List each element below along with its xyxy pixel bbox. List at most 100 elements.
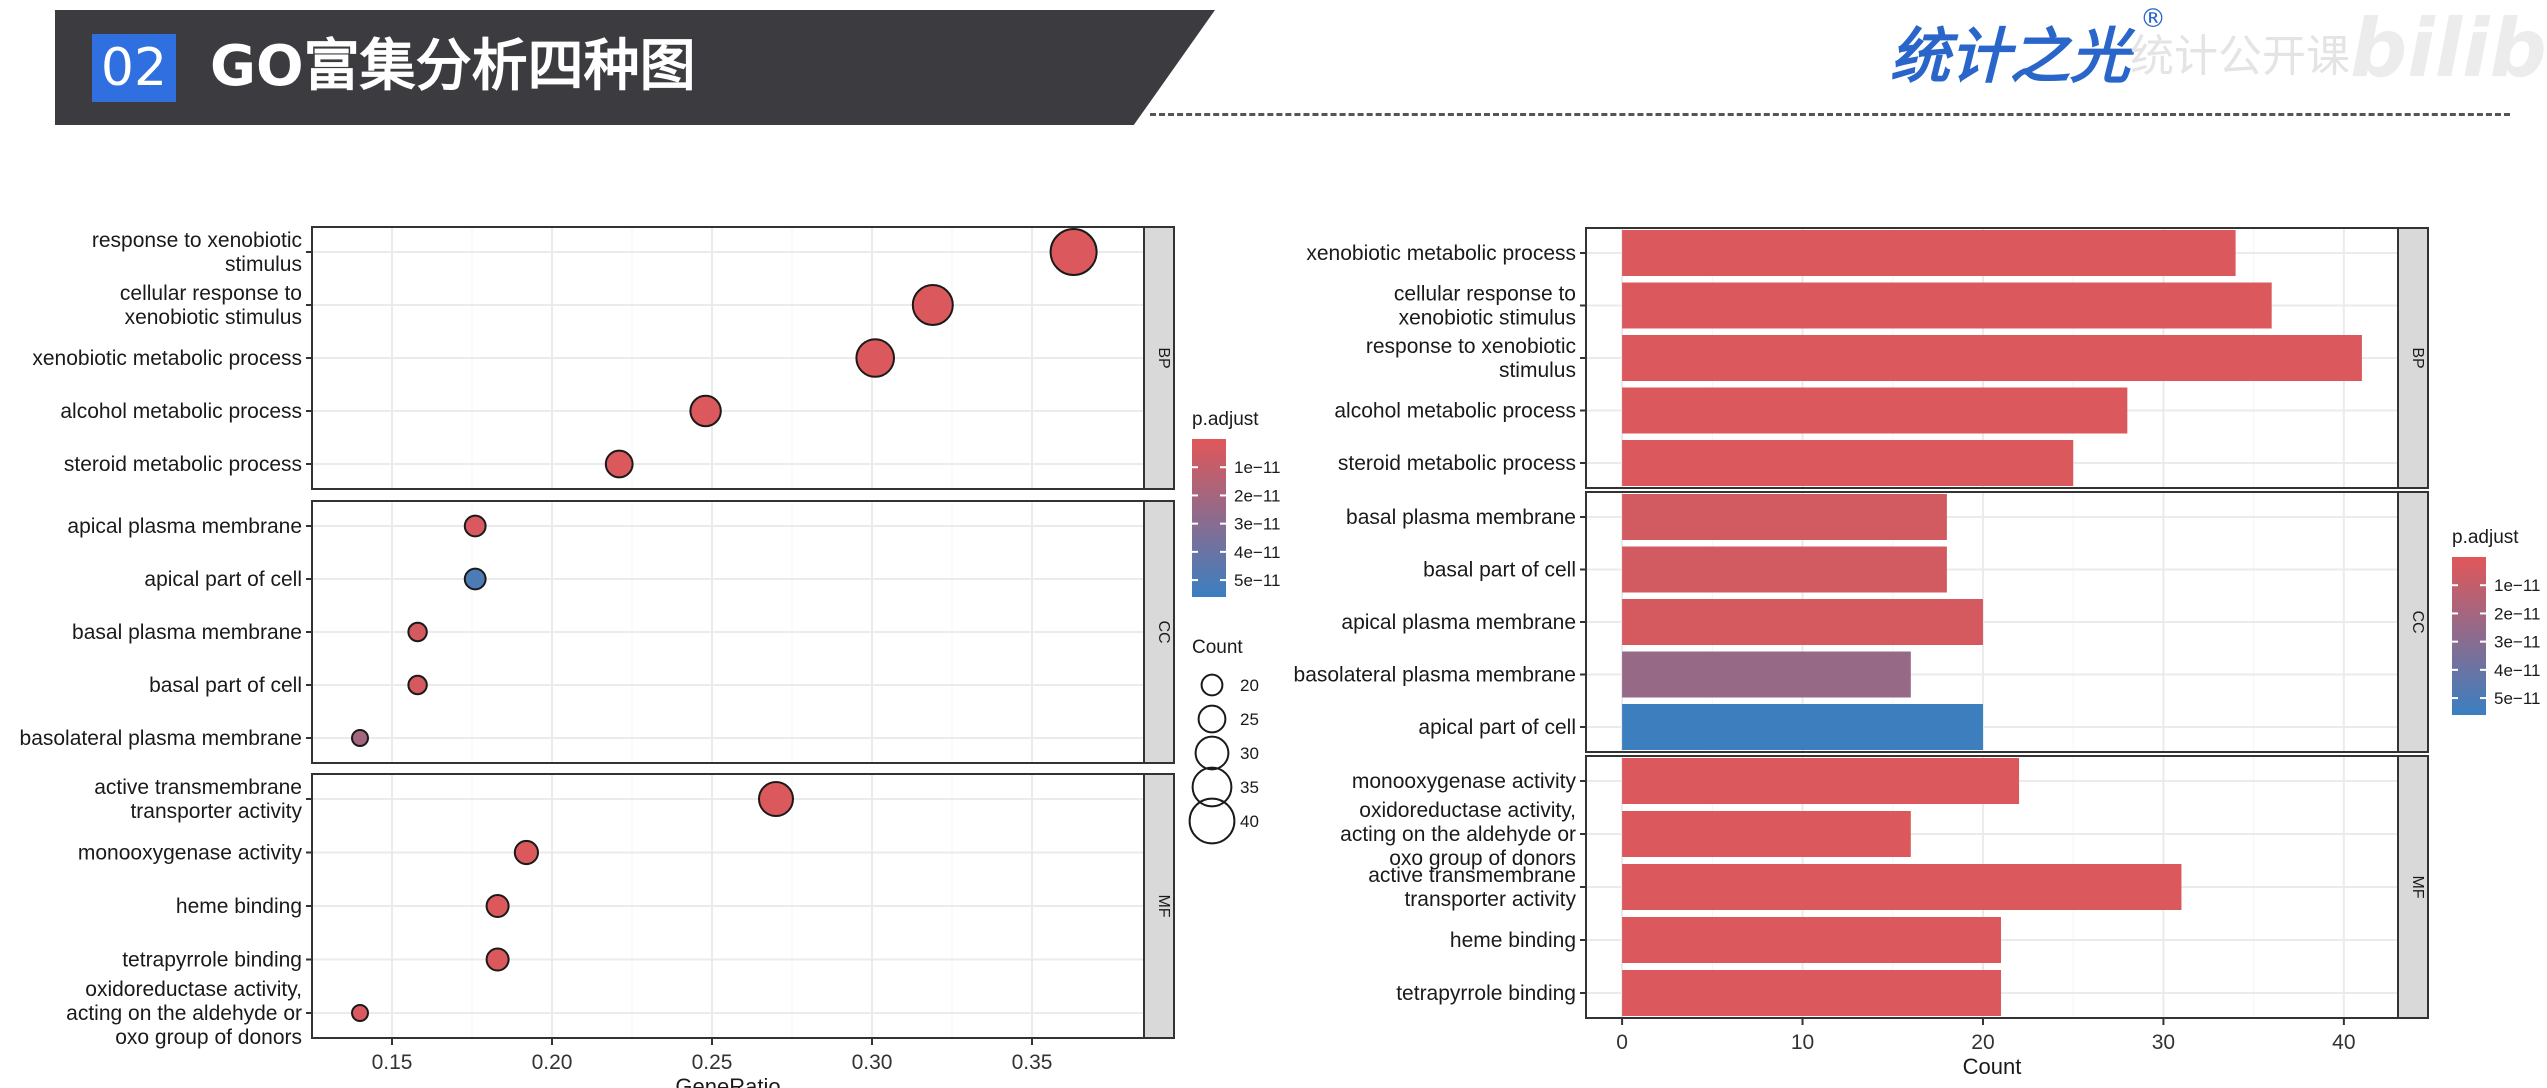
y-tick-label: xenobiotic stimulus xyxy=(1399,307,1576,330)
y-tick-label: response to xenobiotic xyxy=(92,229,302,252)
data-point xyxy=(485,947,510,972)
bar xyxy=(1622,651,1911,698)
bar-color-legend-tick-label: 2e−11 xyxy=(2494,604,2540,623)
y-tick-label: xenobiotic metabolic process xyxy=(1306,242,1576,265)
facet-strip xyxy=(2397,227,2429,489)
header-bar xyxy=(55,10,1215,125)
y-tick-label: alcohol metabolic process xyxy=(1334,400,1576,423)
x-tick-label: 0.20 xyxy=(532,1051,573,1074)
size-legend-key xyxy=(1200,673,1224,697)
bar-color-legend-tick-label: 1e−11 xyxy=(2494,576,2540,595)
y-tick-label: response to xenobiotic xyxy=(1366,335,1576,358)
facet-strip xyxy=(1143,226,1175,490)
y-tick-label: oxo group of donors xyxy=(115,1026,302,1049)
y-tick-label: active transmembrane xyxy=(1368,864,1576,887)
facet-label: BP xyxy=(2409,347,2426,368)
data-point xyxy=(463,514,487,538)
data-point xyxy=(407,621,428,643)
x-axis-title: GeneRatio xyxy=(675,1074,780,1088)
y-tick-label: basal plasma membrane xyxy=(72,621,302,644)
size-legend-key xyxy=(1191,766,1233,808)
data-point xyxy=(758,781,794,817)
data-point xyxy=(407,674,428,696)
bar xyxy=(1622,811,1911,857)
y-tick-label: monooxygenase activity xyxy=(1352,770,1577,793)
bar xyxy=(1622,970,2002,1016)
y-tick-label: transporter activity xyxy=(130,800,302,823)
x-tick-label: 10 xyxy=(1791,1031,1814,1054)
size-legend-label: 35 xyxy=(1240,778,1259,797)
bar xyxy=(1622,282,2272,329)
bar xyxy=(1622,387,2128,434)
size-legend-label: 20 xyxy=(1240,676,1259,695)
x-tick-label: 0 xyxy=(1616,1031,1628,1054)
y-tick-label: acting on the aldehyde or xyxy=(1340,823,1576,846)
color-legend-tick-label: 2e−11 xyxy=(1234,486,1280,505)
y-tick-label: oxidoreductase activity, xyxy=(85,978,302,1001)
y-tick-label: apical part of cell xyxy=(144,568,302,591)
y-tick-label: basal part of cell xyxy=(1423,559,1576,582)
facet-strip xyxy=(1143,773,1175,1039)
color-legend-tick-label: 1e−11 xyxy=(1234,458,1280,477)
x-tick-label: 0.25 xyxy=(692,1051,733,1074)
bar xyxy=(1622,917,2002,963)
facet-label: MF xyxy=(2409,875,2426,898)
color-legend-colorbar xyxy=(1192,439,1226,597)
y-tick-label: basal plasma membrane xyxy=(1346,506,1576,529)
header-divider xyxy=(1150,113,2510,116)
size-legend-key xyxy=(1194,735,1230,771)
color-legend-tick-label: 5e−11 xyxy=(1234,571,1280,590)
y-tick-label: cellular response to xyxy=(120,282,302,305)
y-tick-label: steroid metabolic process xyxy=(1338,452,1576,475)
facet-strip xyxy=(2397,491,2429,753)
section-number: 02 xyxy=(92,34,176,102)
y-tick-label: heme binding xyxy=(176,895,302,918)
bar xyxy=(1622,546,1947,593)
facet-strip xyxy=(2397,755,2429,1019)
y-tick-label: monooxygenase activity xyxy=(78,842,303,865)
size-legend-label: 25 xyxy=(1240,710,1259,729)
bar-color-legend-tick-label: 4e−11 xyxy=(2494,661,2540,680)
watermark-logo: bilibili xyxy=(2350,2,2547,95)
y-tick-label: alcohol metabolic process xyxy=(60,400,302,423)
bar xyxy=(1622,230,2236,276)
bar xyxy=(1622,864,2182,910)
facet-label: CC xyxy=(1155,620,1172,643)
y-tick-label: stimulus xyxy=(225,253,302,276)
y-tick-label: steroid metabolic process xyxy=(64,453,302,476)
y-tick-label: apical plasma membrane xyxy=(1341,611,1576,634)
facet-strip xyxy=(1143,500,1175,764)
watermark-text: 统计公开课 xyxy=(2130,31,2350,82)
data-point xyxy=(351,1004,369,1022)
x-tick-label: 0.15 xyxy=(372,1051,413,1074)
data-point xyxy=(604,449,634,479)
data-point xyxy=(911,284,954,326)
size-legend-key xyxy=(1188,797,1236,845)
bar xyxy=(1622,440,2074,486)
y-tick-label: tetrapyrrole binding xyxy=(122,949,302,972)
x-tick-label: 0.30 xyxy=(852,1051,893,1074)
data-point xyxy=(1049,228,1098,276)
go-bar-plot: xenobiotic metabolic process cellular res… xyxy=(1294,227,2540,1079)
bar xyxy=(1622,335,2362,381)
y-tick-label: xenobiotic stimulus xyxy=(125,306,302,329)
color-legend-tick-label: 4e−11 xyxy=(1234,543,1280,562)
facet-label: MF xyxy=(1155,894,1172,917)
bar-color-legend-tick-label: 5e−11 xyxy=(2494,689,2540,708)
registered-mark: ® xyxy=(2140,4,2166,34)
color-legend-tick-label: 3e−11 xyxy=(1234,515,1280,534)
y-tick-label: cellular response to xyxy=(1394,283,1576,306)
bar xyxy=(1622,599,1983,645)
y-tick-label: apical part of cell xyxy=(1418,716,1576,739)
x-tick-label: 30 xyxy=(2152,1031,2175,1054)
facet-label: BP xyxy=(1155,347,1172,368)
page-title: GO富集分析四种图 xyxy=(210,34,696,99)
bar xyxy=(1622,494,1947,540)
y-tick-label: active transmembrane xyxy=(94,776,302,799)
color-legend-title: p.adjust xyxy=(1192,409,1259,430)
y-tick-label: stimulus xyxy=(1499,359,1576,382)
bar-color-legend-tick-label: 3e−11 xyxy=(2494,633,2540,652)
bar xyxy=(1622,704,1983,750)
y-tick-label: apical plasma membrane xyxy=(67,515,302,538)
